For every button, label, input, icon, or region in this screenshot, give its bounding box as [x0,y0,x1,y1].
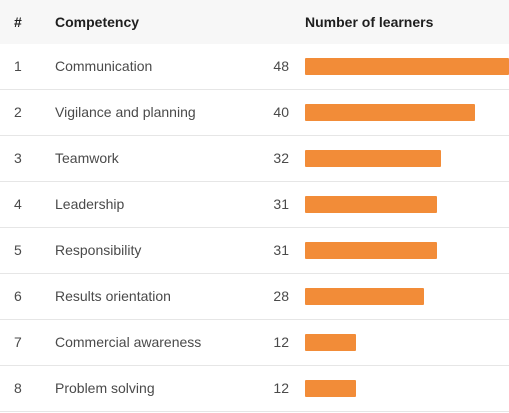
table-row: 2 Vigilance and planning 40 [0,90,509,136]
table-row: 1 Communication 48 [0,44,509,90]
value-label: 31 [273,196,289,212]
competency-label: Leadership [55,196,125,212]
value-label: 12 [273,334,289,350]
value-label: 40 [273,104,289,120]
bar [305,334,356,351]
bar [305,196,437,213]
competency-label: Teamwork [55,150,119,166]
competency-column-header: Competency [55,14,140,30]
competency-label: Responsibility [55,242,142,258]
rank-label: 4 [14,196,22,212]
rank-column-header: # [14,14,22,30]
rank-label: 3 [14,150,22,166]
rank-label: 7 [14,334,22,350]
bar [305,242,437,259]
table-row: 7 Commercial awareness 12 [0,320,509,366]
table-row: 8 Problem solving 12 [0,366,509,412]
value-label: 32 [273,150,289,166]
rank-label: 5 [14,242,22,258]
competency-label: Communication [55,58,153,74]
bar [305,58,509,75]
rank-label: 2 [14,104,22,120]
competency-label: Commercial awareness [55,334,202,350]
rank-label: 1 [14,58,22,74]
bar [305,288,424,305]
table-header: # Competency Number of learners [0,0,509,44]
table-row: 6 Results orientation 28 [0,274,509,320]
bar [305,104,475,121]
competency-label: Problem solving [55,380,155,396]
value-label: 28 [273,288,289,304]
bar [305,380,356,397]
rank-label: 6 [14,288,22,304]
value-label: 12 [273,380,289,396]
competency-label: Vigilance and planning [55,104,196,120]
table-row: 4 Leadership 31 [0,182,509,228]
value-label: 31 [273,242,289,258]
table-row: 3 Teamwork 32 [0,136,509,182]
table-row: 5 Responsibility 31 [0,228,509,274]
competency-label: Results orientation [55,288,171,304]
bar [305,150,441,167]
rank-label: 8 [14,380,22,396]
value-label: 48 [273,58,289,74]
learners-column-header: Number of learners [305,14,434,30]
